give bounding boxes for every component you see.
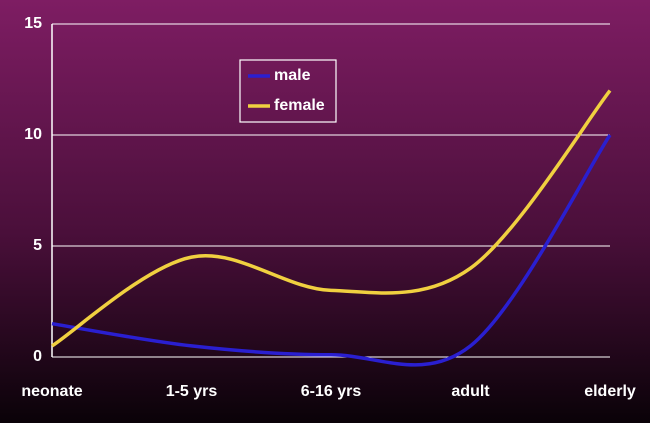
y-tick-label: 10	[24, 126, 42, 143]
x-tick-label: adult	[451, 383, 490, 400]
y-tick-label: 5	[33, 237, 42, 254]
line-series	[51, 134, 612, 367]
legend-label: male	[274, 67, 311, 84]
legend-box	[239, 59, 337, 123]
y-tick-label: 0	[33, 348, 42, 365]
x-tick-label: 1-5 yrs	[166, 383, 218, 400]
x-tick-label: 6-16 yrs	[301, 383, 362, 400]
line-series	[51, 89, 612, 348]
y-tick-label: 15	[24, 15, 42, 32]
x-tick-label: elderly	[584, 383, 636, 400]
legend-label: female	[274, 97, 325, 114]
x-tick-label: neonate	[21, 383, 82, 400]
